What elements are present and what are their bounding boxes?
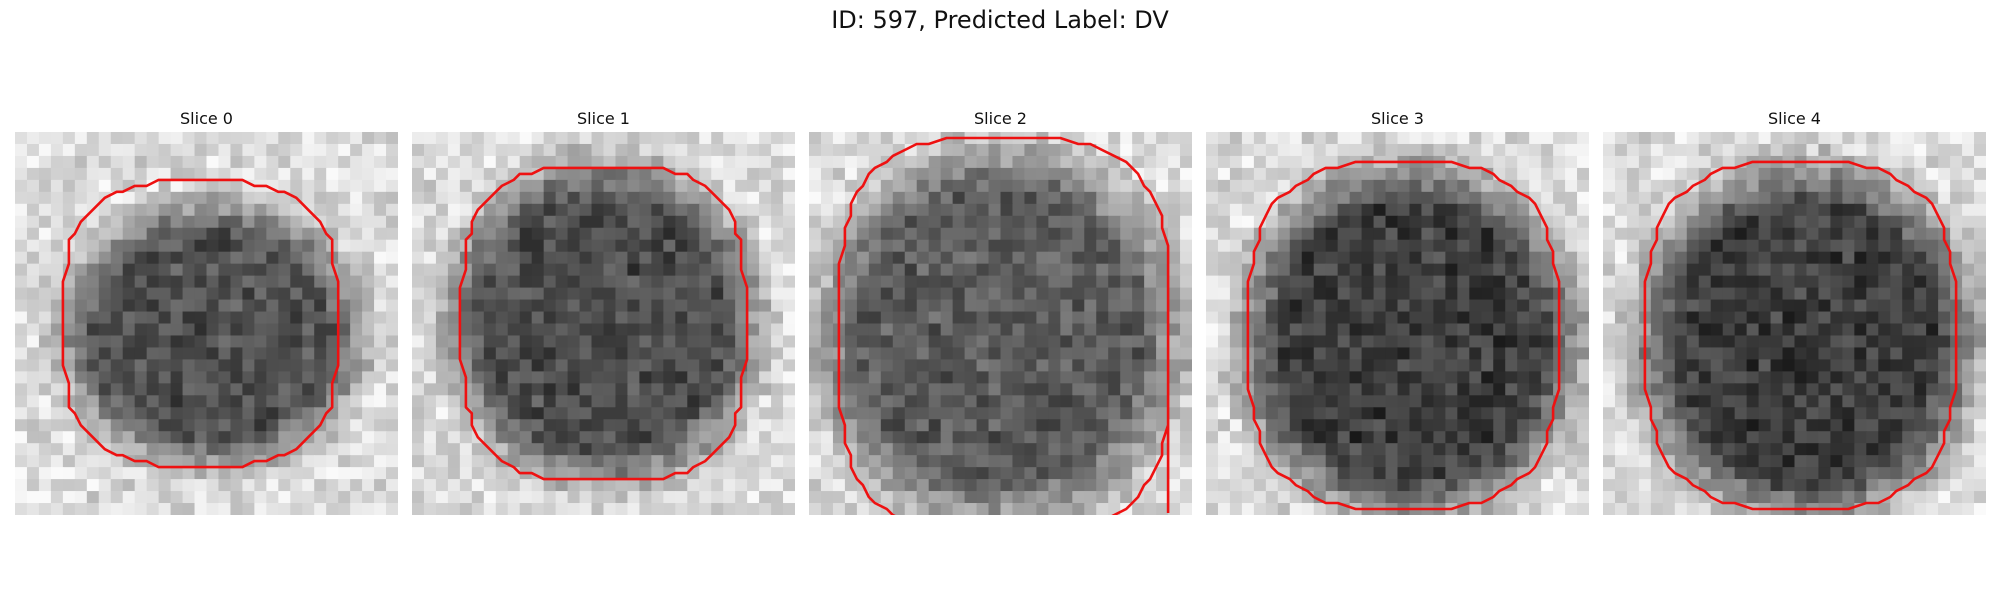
slice-panel-0: Slice 0: [15, 108, 398, 515]
figure-title: ID: 597, Predicted Label: DV: [831, 6, 1169, 34]
ct-slice-image: [412, 132, 795, 515]
segmentation-contour: [837, 136, 1170, 515]
segmentation-contour: [1246, 160, 1561, 511]
ct-slice-image: [15, 132, 398, 515]
slice-panel-1: Slice 1: [412, 108, 795, 515]
slice-title: Slice 4: [1768, 109, 1821, 128]
slice-panel-3: Slice 3: [1206, 108, 1589, 515]
slice-panel-2: Slice 2: [809, 108, 1192, 515]
segmentation-contour: [1643, 160, 1958, 511]
ct-slice-image: [1603, 132, 1986, 515]
slice-title: Slice 3: [1371, 109, 1424, 128]
slice-title: Slice 2: [974, 109, 1027, 128]
slice-panel-4: Slice 4: [1603, 108, 1986, 515]
slice-title: Slice 0: [180, 109, 233, 128]
ct-slice-image: [1206, 132, 1589, 515]
segmentation-contour: [458, 166, 749, 481]
slice-title: Slice 1: [577, 109, 630, 128]
segmentation-contour: [61, 178, 340, 469]
ct-slice-image: [809, 132, 1192, 515]
